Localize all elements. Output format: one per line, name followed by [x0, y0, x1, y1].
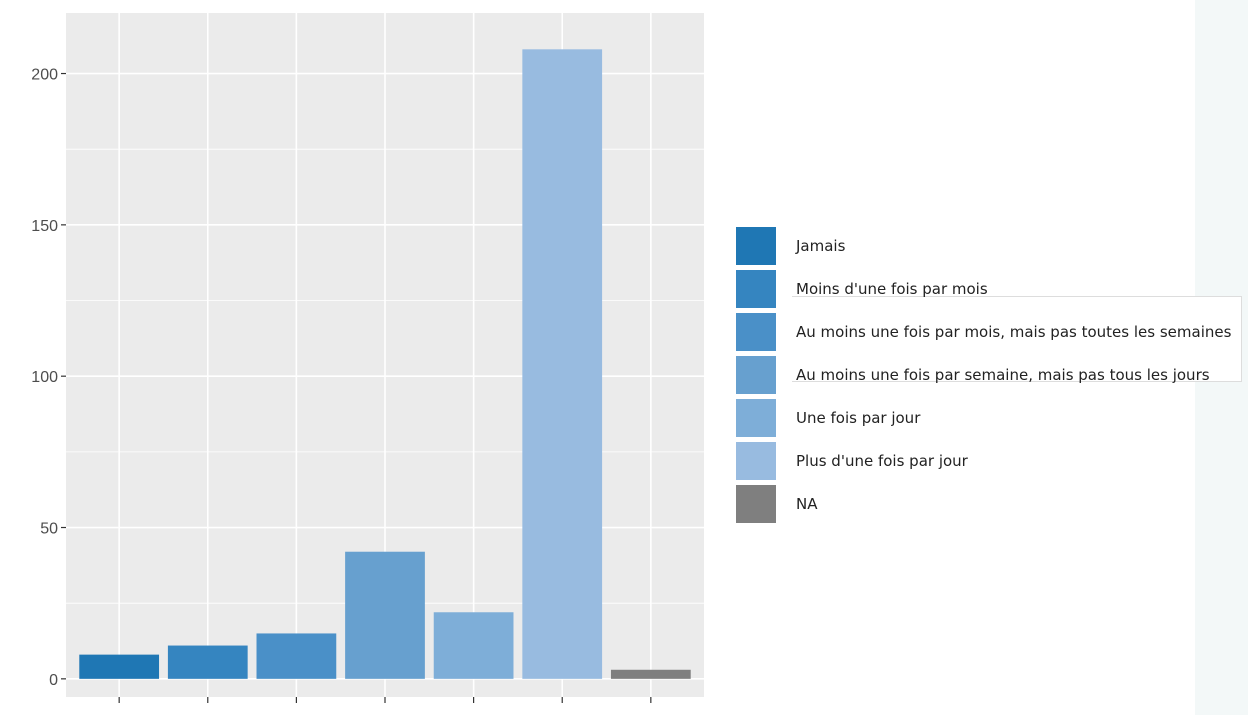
legend-item-plus-une-fois-par-jour: Plus d'une fois par jour [736, 439, 1231, 482]
legend-item-jamais: Jamais [736, 224, 1231, 267]
bar [433, 612, 514, 679]
legend-label: Moins d'une fois par mois [796, 279, 988, 298]
legend-key [736, 269, 776, 308]
y-tick-label: 100 [31, 369, 58, 386]
bar [345, 551, 425, 679]
y-tick-label: 200 [31, 67, 58, 84]
bar [167, 645, 248, 679]
legend-label-overflow-box [792, 296, 1242, 382]
legend-key [736, 398, 776, 437]
legend-key [736, 312, 776, 351]
legend-item-moins-une-fois-par-mois: Moins d'une fois par mois [736, 267, 1231, 310]
bar-chart: 0 50 100 150 200 [31, 13, 704, 703]
legend-key [736, 355, 776, 394]
legend-item-na: NA [736, 482, 1231, 525]
y-tick-label: 0 [49, 672, 58, 689]
legend-label: Une fois par jour [796, 408, 921, 427]
legend-label: Plus d'une fois par jour [796, 451, 968, 470]
legend-label: Jamais [796, 236, 846, 255]
legend-item-mensuel: Au moins une fois par mois, mais pas tou… [736, 310, 1231, 353]
legend-key [736, 441, 776, 480]
y-tick-label: 150 [31, 218, 58, 235]
legend-item-hebdomadaire: Au moins une fois par semaine, mais pas … [736, 353, 1231, 396]
legend-label: Au moins une fois par mois, mais pas tou… [796, 322, 1232, 341]
legend-key [736, 484, 776, 523]
legend-label: NA [796, 494, 818, 513]
legend: Jamais Moins d'une fois par mois Au moin… [736, 224, 1231, 525]
legend-label: Au moins une fois par semaine, mais pas … [796, 365, 1210, 384]
bar [256, 633, 337, 679]
y-tick-label: 50 [40, 521, 58, 538]
bar [610, 669, 691, 679]
bar [522, 49, 603, 679]
legend-item-une-fois-par-jour: Une fois par jour [736, 396, 1231, 439]
bar [79, 654, 160, 679]
legend-key [736, 226, 776, 265]
